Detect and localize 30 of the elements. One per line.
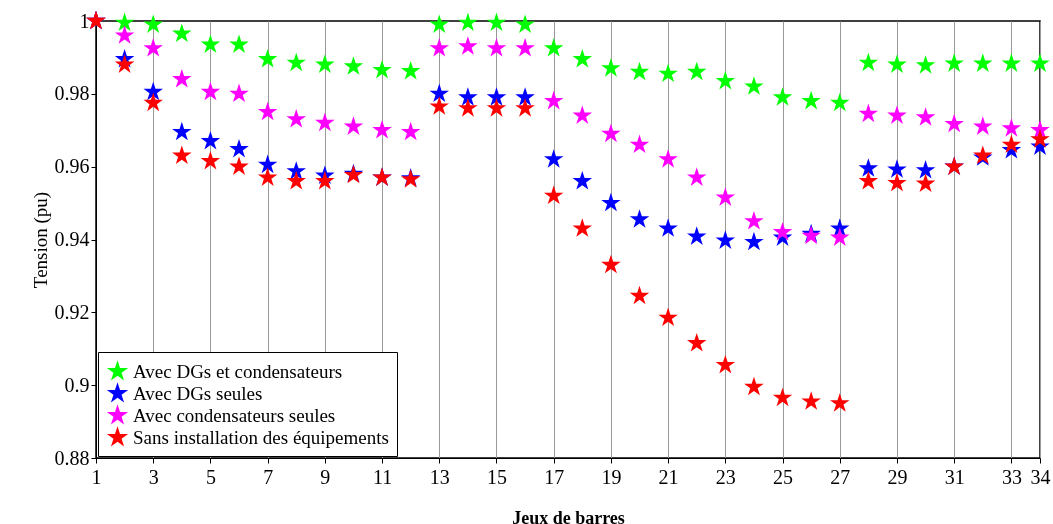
x-tick-label: 23 [715, 465, 736, 488]
y-tick-label: 0.92 [54, 300, 90, 323]
x-tick-label: 29 [887, 465, 908, 488]
x-tick-label: 13 [429, 465, 450, 488]
x-tick-label: 31 [944, 465, 965, 488]
y-tick-label: 0.96 [54, 155, 90, 178]
y-tick-label: 0.94 [54, 228, 90, 250]
y-tick-label: 0.9 [64, 373, 90, 396]
legend-label: Avec DGs seules [133, 382, 263, 404]
x-tick-label: 25 [773, 465, 794, 488]
y-tick-label: 0.98 [54, 82, 90, 105]
x-tick-label: 27 [830, 465, 851, 488]
x-tick-label: 21 [658, 465, 679, 488]
x-tick-label: 15 [486, 465, 507, 488]
y-tick-label: 0.88 [54, 446, 90, 469]
x-tick-label: 17 [544, 465, 565, 488]
y-axis-title: Tension (pu) [29, 191, 52, 289]
x-tick-label: 11 [372, 465, 393, 488]
x-tick-label: 7 [263, 465, 274, 488]
x-axis-title: Jeux de barres [512, 507, 625, 524]
x-tick-label: 3 [148, 465, 159, 488]
legend-label: Avec condensateurs seules [133, 404, 336, 426]
legend-label: Sans installation des équipements [133, 426, 389, 448]
x-tick-label: 34 [1030, 465, 1051, 488]
legend-label: Avec DGs et condensateurs [133, 360, 343, 382]
x-tick-label: 19 [601, 465, 622, 488]
x-tick-label: 9 [320, 465, 331, 488]
x-tick-label: 5 [205, 465, 216, 488]
x-tick-label: 33 [1001, 465, 1022, 488]
y-tick-label: 1 [79, 9, 90, 32]
